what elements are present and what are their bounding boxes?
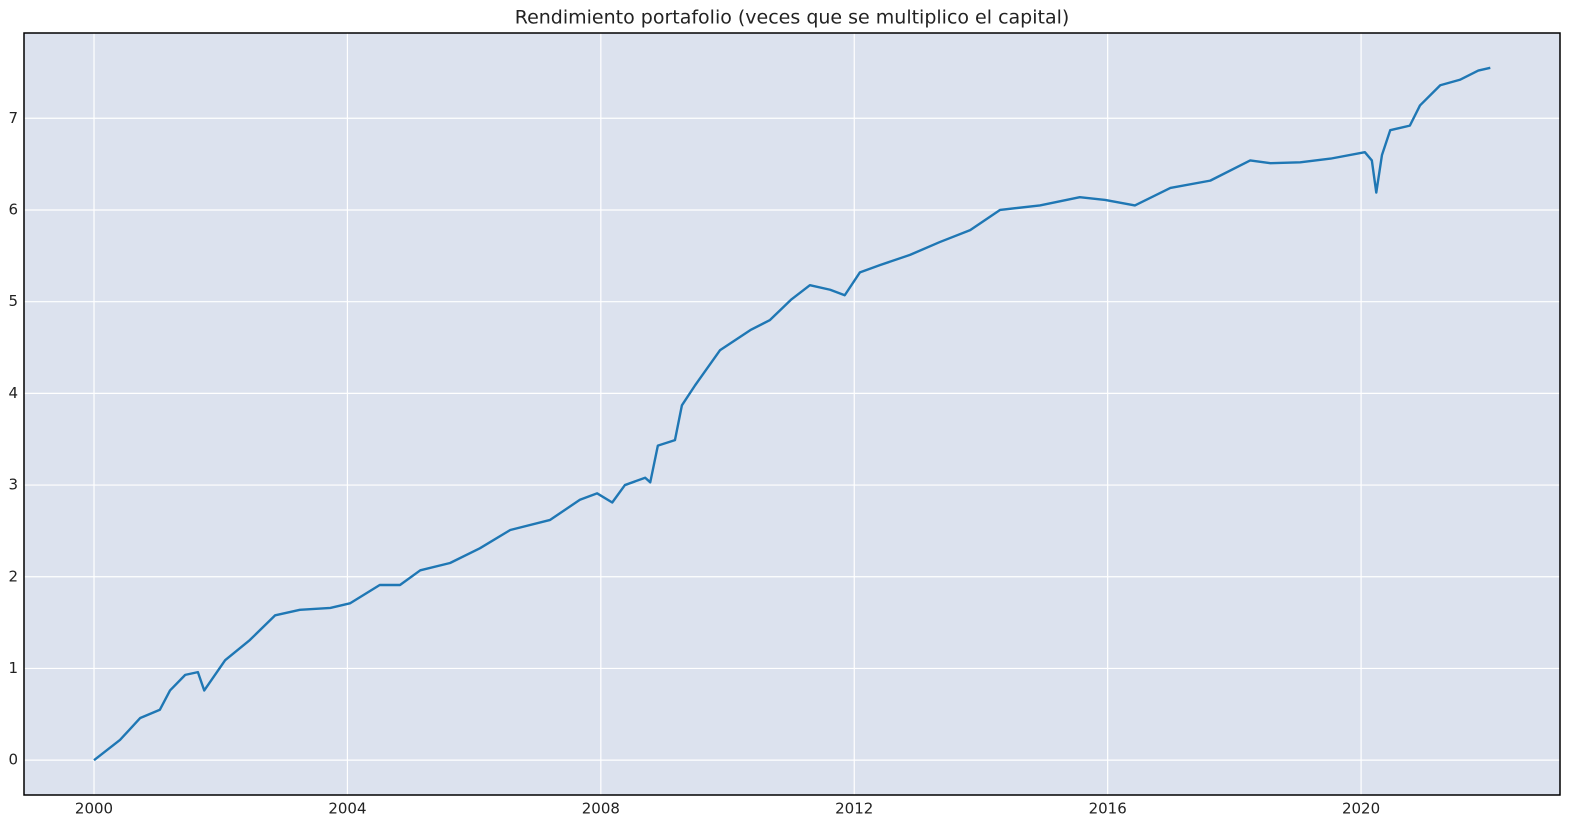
plot-area [24,33,1560,795]
x-tick-label: 2020 [1342,800,1380,818]
line-series [93,66,1491,762]
x-tick-label: 2012 [835,800,873,818]
x-tick-label: 2004 [328,800,366,818]
y-tick-label: 7 [8,109,18,127]
y-tick-label: 0 [8,751,18,769]
plot-frame [23,32,1561,796]
y-tick-label: 5 [8,292,18,310]
y-tick-label: 4 [8,384,18,402]
x-tick-label: 2000 [75,800,113,818]
x-tick-label: 2008 [582,800,620,818]
x-tick-label: 2016 [1089,800,1127,818]
chart-title: Rendimiento portafolio (veces que se mul… [515,7,1070,29]
y-tick-label: 1 [8,659,18,677]
y-tick-label: 6 [8,200,18,218]
y-tick-label: 2 [8,567,18,585]
y-tick-label: 3 [8,476,18,494]
